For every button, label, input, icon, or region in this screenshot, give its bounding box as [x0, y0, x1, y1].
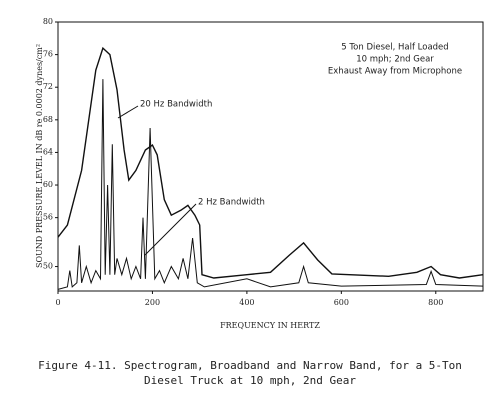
- caption-title: Figure 4-11. Spectrogram, Broadband and …: [38, 359, 462, 372]
- x-tick-label: 800: [428, 298, 443, 307]
- y-tick-label: 64: [43, 147, 53, 156]
- y-tick-label: 68: [43, 115, 53, 124]
- x-tick-label: 400: [239, 298, 254, 307]
- x-tick-label: 200: [145, 298, 160, 307]
- annotation: 5 Ton Diesel, Half Loaded: [341, 43, 448, 53]
- x-tick-label: 0: [55, 298, 60, 307]
- series-label: 2 Hz Bandwidth: [198, 198, 265, 208]
- y-tick-label: 80: [43, 17, 53, 26]
- series-label: 20 Hz Bandwidth: [140, 100, 212, 110]
- annotation: Exhaust Away from Microphone: [328, 67, 462, 77]
- y-tick-label: 72: [43, 82, 53, 91]
- series-line: [57, 46, 484, 279]
- leader-line: [117, 105, 139, 119]
- y-axis-label: SOUND PRESSURE LEVEL IN dB re 0.0002 dyn…: [35, 44, 44, 268]
- x-axis-label: FREQUENCY IN HERTZ: [220, 321, 320, 330]
- series-line: [57, 79, 484, 290]
- x-tick-label: 600: [334, 298, 349, 307]
- annotation: 10 mph; 2nd Gear: [356, 55, 434, 65]
- y-tick-label: 76: [43, 50, 53, 59]
- y-tick-label: 60: [43, 180, 53, 189]
- caption-subtitle: Diesel Truck at 10 mph, 2nd Gear: [144, 374, 356, 387]
- y-tick-label: 50: [43, 262, 53, 271]
- y-tick-label: 56: [43, 213, 53, 222]
- plot-frame: [57, 21, 484, 292]
